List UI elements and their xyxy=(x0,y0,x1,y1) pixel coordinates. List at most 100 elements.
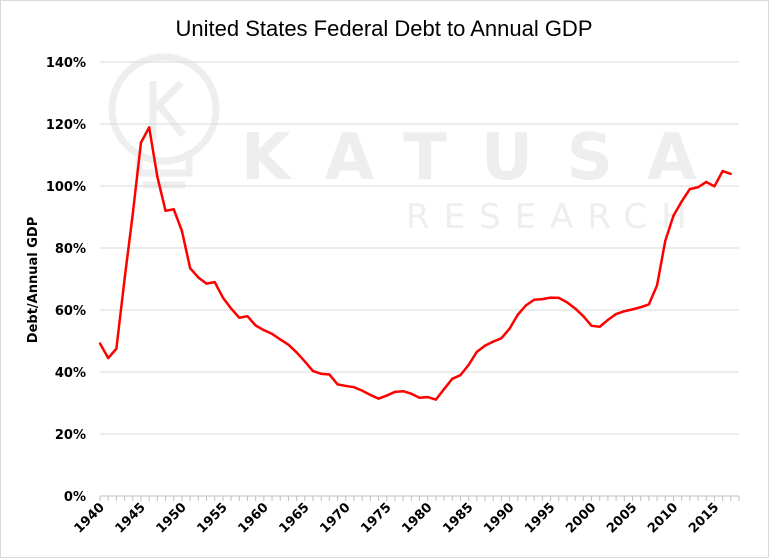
data-point xyxy=(524,304,528,307)
x-tick-label: 1955 xyxy=(195,500,231,536)
data-point xyxy=(172,208,175,211)
data-point xyxy=(532,298,536,301)
data-point xyxy=(106,356,110,360)
data-points xyxy=(98,126,733,401)
x-tick-label: 1980 xyxy=(399,500,435,536)
data-point xyxy=(115,347,118,350)
data-point xyxy=(475,350,479,354)
data-point xyxy=(451,377,454,381)
data-point xyxy=(213,280,216,284)
data-point xyxy=(418,396,421,399)
data-point xyxy=(401,390,405,393)
x-tick-label: 1960 xyxy=(235,500,271,536)
data-point xyxy=(238,316,241,319)
x-tick-marks xyxy=(99,496,740,501)
x-tick-label: 1970 xyxy=(317,500,353,536)
data-point xyxy=(516,313,520,316)
data-point xyxy=(393,390,397,394)
data-point xyxy=(705,180,708,184)
y-tick-label: 40% xyxy=(55,366,86,381)
data-point xyxy=(311,369,315,373)
data-point xyxy=(156,175,159,178)
data-point xyxy=(123,277,126,281)
data-point xyxy=(180,229,184,233)
data-point xyxy=(352,385,356,389)
data-point xyxy=(565,301,569,304)
x-tick-label: 1965 xyxy=(276,500,312,536)
data-point xyxy=(492,340,495,343)
x-tick-label: 2005 xyxy=(604,500,640,536)
data-point xyxy=(442,387,446,391)
data-point xyxy=(606,318,610,322)
x-tick-label: 1940 xyxy=(72,500,108,536)
data-point xyxy=(205,282,208,285)
data-point xyxy=(229,307,233,310)
y-axis-label: Debt/Annual GDP xyxy=(26,217,41,343)
data-point xyxy=(434,398,438,401)
data-point xyxy=(557,296,560,300)
data-point xyxy=(221,296,225,299)
watermark: KATUSA RESEARCH xyxy=(108,53,730,237)
x-tick-label: 1995 xyxy=(522,500,558,536)
data-point xyxy=(344,384,347,388)
data-point xyxy=(549,296,552,299)
watermark-brand: KATUSA xyxy=(241,121,730,195)
data-point xyxy=(664,239,667,243)
data-point xyxy=(369,393,372,397)
y-tick-label: 140% xyxy=(46,56,86,71)
data-point xyxy=(360,389,364,392)
data-point xyxy=(262,328,266,332)
y-tick-label: 0% xyxy=(64,490,86,505)
data-point xyxy=(672,214,675,217)
data-point xyxy=(647,303,651,306)
x-tick-label: 1985 xyxy=(440,500,476,536)
x-tick-label: 2010 xyxy=(645,500,681,536)
data-point xyxy=(377,397,380,400)
lightbulb-k-icon xyxy=(108,53,220,189)
data-point xyxy=(721,169,724,173)
x-tick-labels: 1940 1945 1950 1955 1960 1965 1970 1975 1980 1985… xyxy=(72,500,723,536)
data-point xyxy=(614,312,618,316)
data-point xyxy=(680,200,683,203)
data-point xyxy=(139,141,143,144)
data-point xyxy=(573,307,577,310)
data-point xyxy=(598,325,601,328)
y-tick-labels: 0% 20% 40% 60% 80% 100% 120% 140% xyxy=(46,56,86,505)
data-point xyxy=(328,373,331,376)
series-line xyxy=(98,126,732,401)
data-point xyxy=(655,284,659,287)
data-point xyxy=(713,185,716,188)
data-point xyxy=(279,338,282,341)
watermark-sub: RESEARCH xyxy=(406,197,701,237)
data-point xyxy=(254,324,257,327)
data-point xyxy=(188,266,192,270)
data-point xyxy=(590,324,593,328)
chart-title: United States Federal Debt to Annual GDP xyxy=(175,16,592,41)
data-point xyxy=(98,342,102,345)
data-point xyxy=(688,187,692,191)
x-tick-label: 1975 xyxy=(358,500,394,536)
x-tick-label: 1950 xyxy=(154,500,190,536)
x-tick-label: 2015 xyxy=(686,500,722,536)
data-point xyxy=(582,315,585,318)
y-tick-label: 60% xyxy=(55,304,86,319)
data-point xyxy=(541,297,544,301)
data-point xyxy=(164,209,167,212)
gridlines xyxy=(100,61,739,435)
data-point xyxy=(500,337,503,340)
x-tick-label: 1990 xyxy=(481,500,517,536)
data-point xyxy=(197,276,200,279)
data-point xyxy=(295,351,298,354)
data-point xyxy=(623,310,626,313)
data-point xyxy=(319,372,323,376)
data-point xyxy=(147,126,151,129)
data-point xyxy=(246,315,249,318)
y-tick-label: 20% xyxy=(55,428,86,443)
data-point xyxy=(631,308,634,311)
data-point xyxy=(426,395,429,399)
data-point xyxy=(131,212,134,216)
y-tick-label: 100% xyxy=(46,180,86,195)
data-point xyxy=(508,327,511,330)
